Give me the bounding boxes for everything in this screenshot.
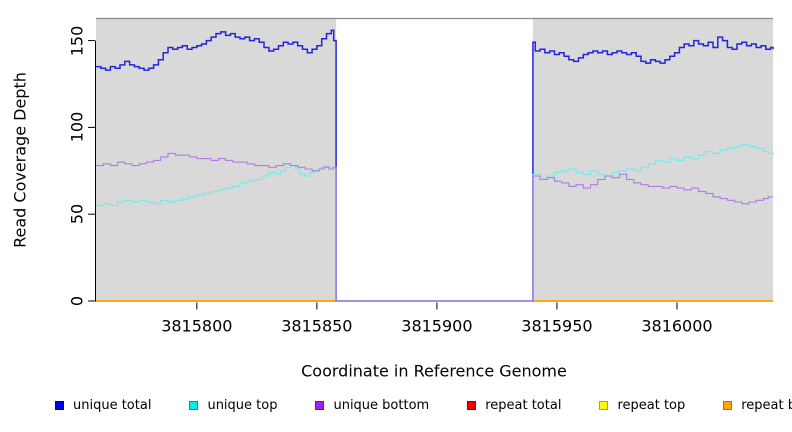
legend-marker-icon <box>55 401 64 410</box>
legend-label: repeat bottom <box>741 398 792 413</box>
legend-item-unique-top: unique top <box>189 398 277 413</box>
y-axis-title: Read Coverage Depth <box>10 72 30 248</box>
legend-item-unique-bottom: unique bottom <box>315 398 429 413</box>
x-axis-title: Coordinate in Reference Genome <box>301 361 567 381</box>
legend-marker-icon <box>723 401 733 410</box>
legend-item-repeat-top: repeat top <box>599 398 685 413</box>
legend-marker-icon <box>189 401 199 410</box>
x-tick-label: 3815900 <box>401 316 473 336</box>
legend-label: unique bottom <box>333 398 430 413</box>
legend-label: repeat total <box>485 398 562 413</box>
x-tick-label: 3816000 <box>641 316 713 336</box>
legend-marker-icon <box>599 401 609 410</box>
legend-item-repeat-total: repeat total <box>467 398 561 413</box>
x-tick-label: 3815850 <box>281 316 353 336</box>
y-tick-label: 0 <box>67 295 87 307</box>
no-coverage-gap-region <box>336 19 533 302</box>
legend-marker-icon <box>467 401 477 410</box>
legend-item-unique-total: unique total <box>55 398 151 413</box>
x-tick-label: 3815800 <box>161 316 233 336</box>
legend-label: unique top <box>207 398 278 413</box>
y-tick-label: 150 <box>67 25 87 56</box>
legend-marker-icon <box>315 401 325 410</box>
legend: unique total unique top unique bottom repea… <box>55 398 792 413</box>
legend-label: repeat top <box>617 398 686 413</box>
y-tick-label: 50 <box>67 204 87 225</box>
series-line-unique-bottom <box>96 152 773 302</box>
x-tick-label: 3815950 <box>521 316 593 336</box>
legend-label: unique total <box>73 398 152 413</box>
legend-item-repeat-bottom: repeat bottom <box>723 398 792 413</box>
series-line-unique-top <box>96 144 774 302</box>
y-tick-label: 100 <box>67 112 87 143</box>
